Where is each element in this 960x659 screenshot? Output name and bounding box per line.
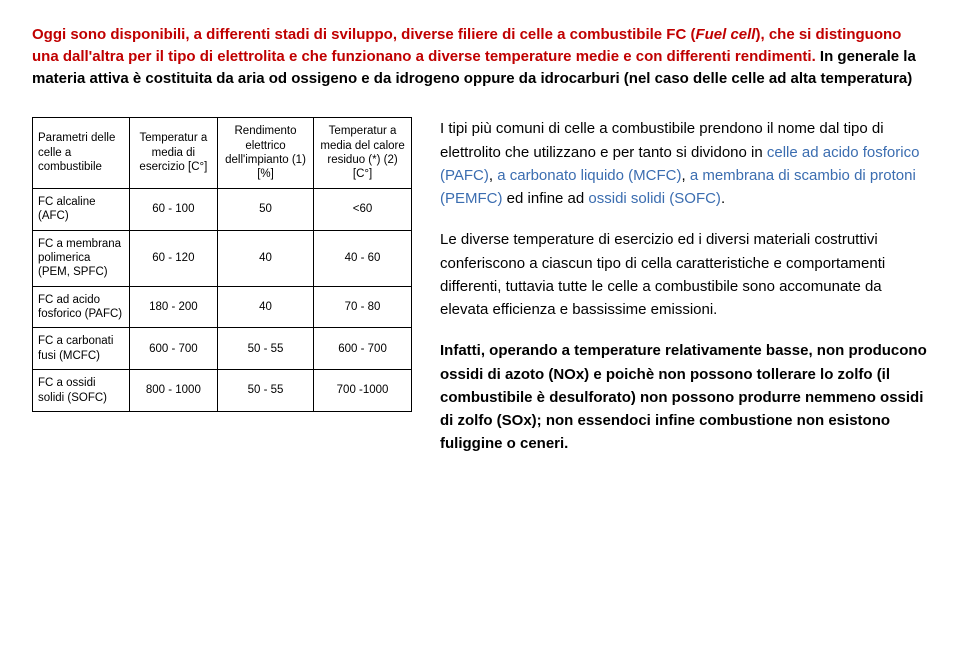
table-cell: 600 - 700: [314, 328, 412, 370]
table-header: Temperatur a media di esercizio [C°]: [129, 118, 217, 189]
table-cell: 600 - 700: [129, 328, 217, 370]
table-cell: 40: [217, 286, 313, 328]
table-cell: FC ad acido fosforico (PAFC): [33, 286, 130, 328]
intro-em: Fuel cell: [695, 26, 755, 43]
paragraph-3: Infatti, operando a temperature relativa…: [440, 339, 928, 455]
table-header: Parametri delle celle a combustibile: [33, 118, 130, 189]
table-cell: 180 - 200: [129, 286, 217, 328]
fuel-cell-table: Parametri delle celle a combustibile Tem…: [32, 117, 412, 412]
table-cell: 700 -1000: [314, 370, 412, 412]
table-cell: <60: [314, 188, 412, 230]
table-row: FC ad acido fosforico (PAFC) 180 - 200 4…: [33, 286, 412, 328]
table-cell: FC a membrana polimerica (PEM, SPFC): [33, 230, 130, 286]
table-cell: 800 - 1000: [129, 370, 217, 412]
table-cell: 50 - 55: [217, 370, 313, 412]
table-header: Temperatur a media del calore residuo (*…: [314, 118, 412, 189]
table-cell: 60 - 100: [129, 188, 217, 230]
right-text-column: I tipi più comuni di celle a combustibil…: [440, 117, 928, 473]
p1-text: ,: [489, 167, 497, 184]
p1-text: ed infine ad: [503, 190, 589, 207]
intro-red-1: Oggi sono disponibili, a differenti stad…: [32, 26, 695, 43]
p1-link-mcfc: a carbonato liquido (MCFC): [497, 167, 681, 184]
paragraph-2: Le diverse temperature di esercizio ed i…: [440, 228, 928, 321]
paragraph-1: I tipi più comuni di celle a combustibil…: [440, 117, 928, 210]
p1-link-sofc: ossidi solidi (SOFC): [588, 190, 721, 207]
p1-text: ,: [681, 167, 689, 184]
table-cell: 40 - 60: [314, 230, 412, 286]
table-cell: FC alcaline (AFC): [33, 188, 130, 230]
table-cell: 70 - 80: [314, 286, 412, 328]
table-row: FC alcaline (AFC) 60 - 100 50 <60: [33, 188, 412, 230]
table-cell: FC a carbonati fusi (MCFC): [33, 328, 130, 370]
table-cell: 40: [217, 230, 313, 286]
p1-text: .: [721, 190, 725, 207]
table-cell: 50: [217, 188, 313, 230]
table-header-row: Parametri delle celle a combustibile Tem…: [33, 118, 412, 189]
table-cell: 60 - 120: [129, 230, 217, 286]
intro-paragraph: Oggi sono disponibili, a differenti stad…: [32, 24, 928, 89]
table-header: Rendimento elettrico dell'impianto (1) […: [217, 118, 313, 189]
table-row: FC a ossidi solidi (SOFC) 800 - 1000 50 …: [33, 370, 412, 412]
table-container: Parametri delle celle a combustibile Tem…: [32, 117, 412, 412]
table-row: FC a carbonati fusi (MCFC) 600 - 700 50 …: [33, 328, 412, 370]
table-cell: FC a ossidi solidi (SOFC): [33, 370, 130, 412]
table-row: FC a membrana polimerica (PEM, SPFC) 60 …: [33, 230, 412, 286]
table-cell: 50 - 55: [217, 328, 313, 370]
content-columns: Parametri delle celle a combustibile Tem…: [32, 117, 928, 473]
